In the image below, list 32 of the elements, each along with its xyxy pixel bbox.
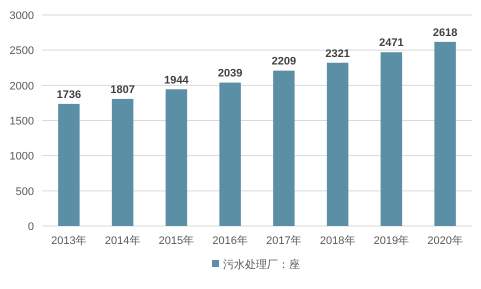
bar [380, 52, 402, 226]
y-tick-label: 500 [16, 186, 34, 198]
y-tick-label: 1000 [10, 150, 34, 163]
data-label: 2321 [325, 48, 350, 60]
bar [58, 104, 80, 226]
y-tick-label: 2500 [10, 45, 34, 58]
y-tick-label: 2000 [10, 80, 34, 92]
data-label: 2618 [432, 26, 458, 39]
bar [326, 62, 348, 226]
x-tick-label: 2016年 [212, 235, 248, 247]
bar [434, 42, 456, 226]
bar [219, 82, 241, 226]
y-tick-label: 0 [28, 221, 34, 233]
y-tick-label: 3000 [10, 10, 34, 22]
data-label: 1736 [56, 88, 82, 101]
x-tick-label: 2017年 [266, 235, 302, 247]
data-label: 2039 [218, 68, 242, 80]
data-label: 2471 [379, 37, 404, 50]
bar [112, 98, 134, 226]
x-tick-label: 2019年 [374, 235, 410, 247]
x-tick-label: 2015年 [158, 235, 194, 247]
data-label: 1807 [110, 84, 135, 96]
legend-label: 污水处理厂：座 [223, 258, 300, 271]
x-tick-label: 2018年 [320, 235, 356, 247]
bar [166, 89, 188, 226]
data-label: 1944 [164, 74, 190, 86]
y-tick-label: 1500 [10, 116, 34, 128]
bar [273, 70, 295, 226]
data-label: 2209 [272, 56, 296, 68]
x-tick-label: 2014年 [104, 235, 140, 247]
x-tick-label: 2020年 [427, 235, 463, 247]
x-tick-label: 2013年 [51, 235, 87, 247]
